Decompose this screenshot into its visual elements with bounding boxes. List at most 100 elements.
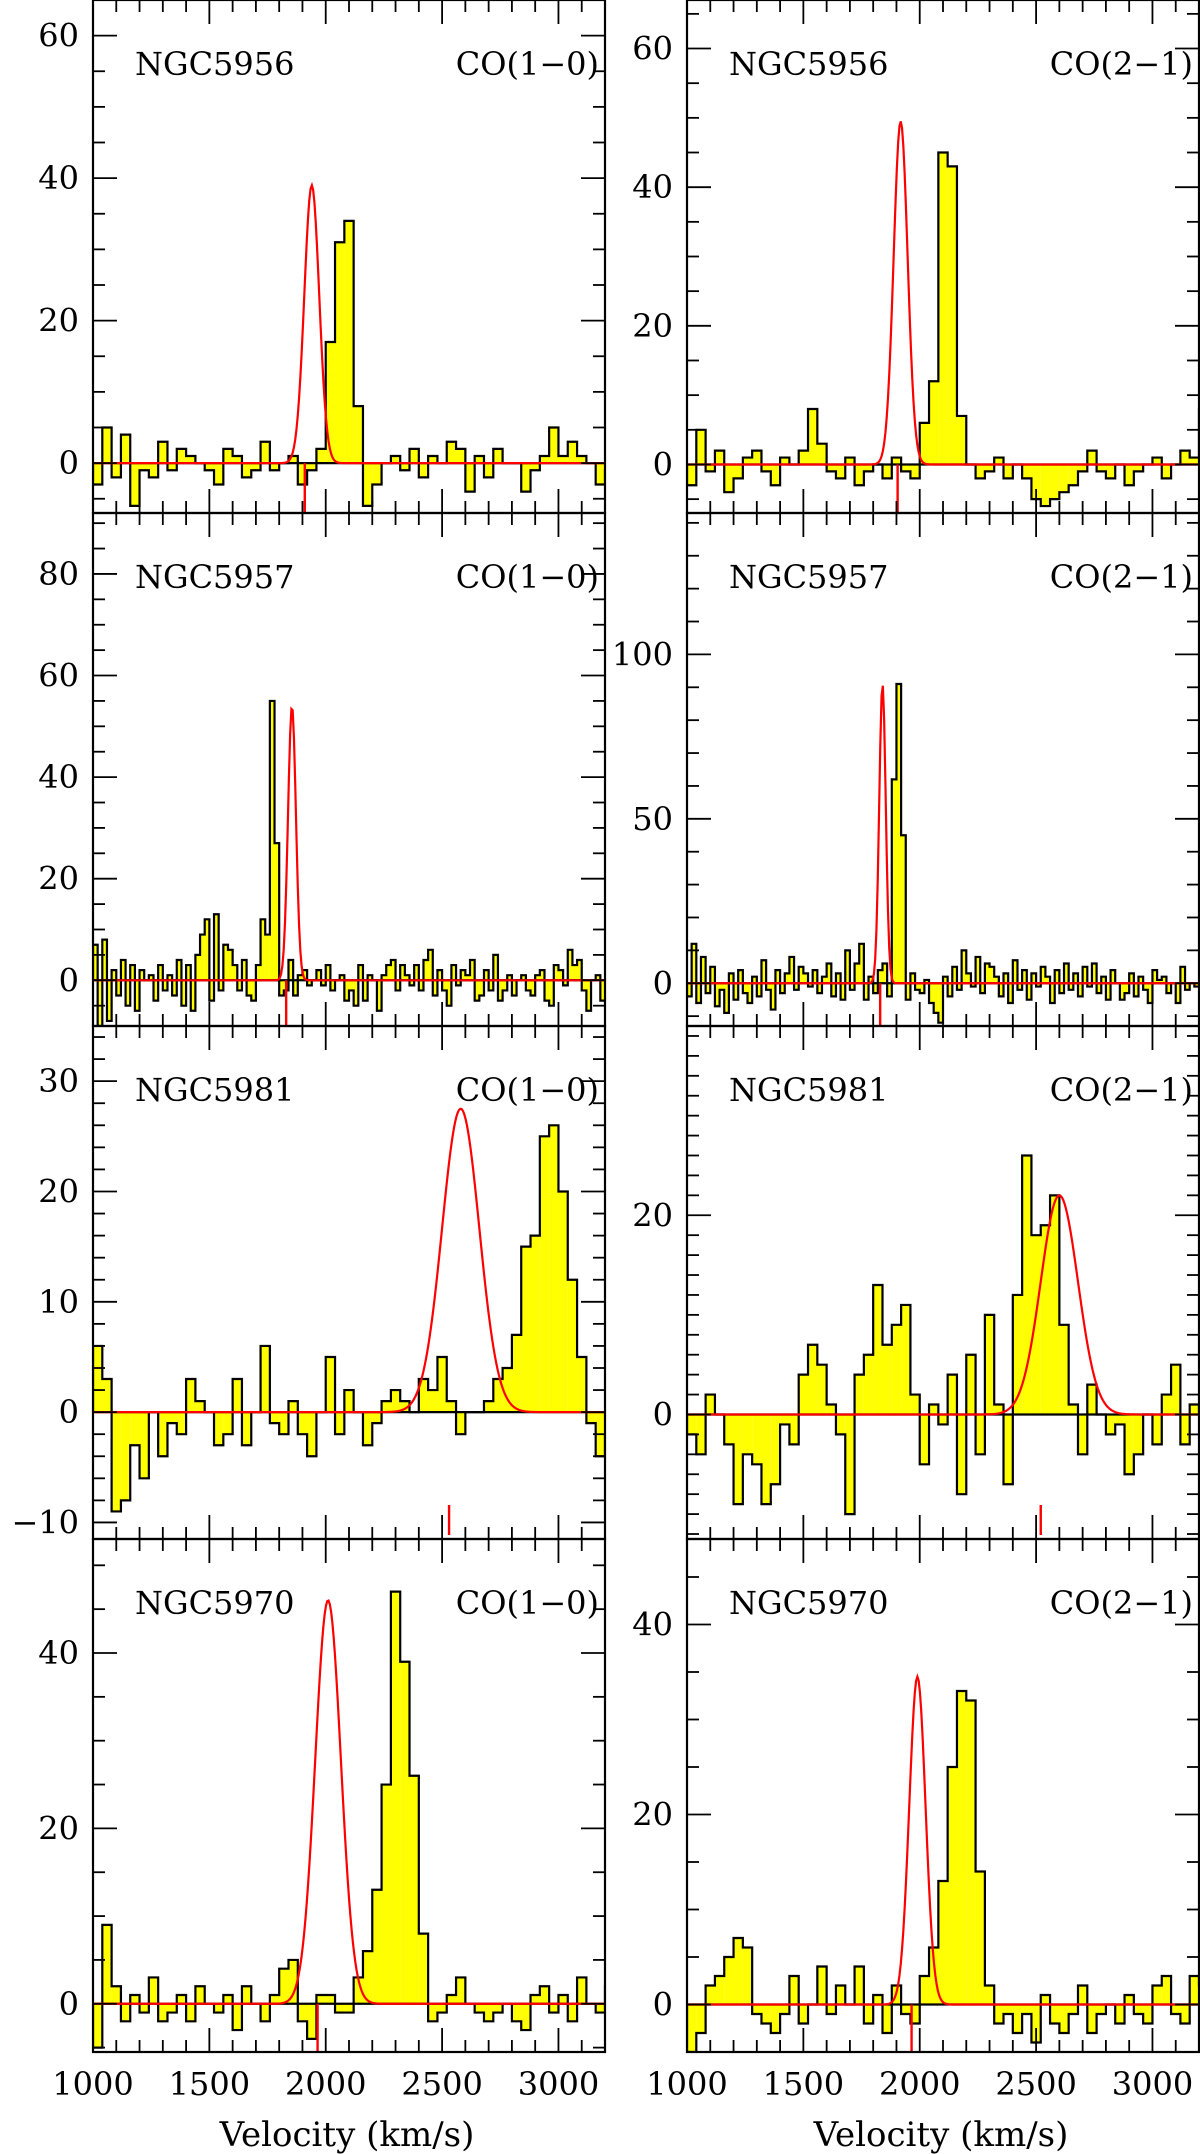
spectrum-bin (1050, 983, 1055, 1003)
spectrum-bin (558, 1995, 568, 2004)
spectrum-bin (521, 463, 531, 492)
spectrum-bin (1087, 983, 1092, 987)
spectrum-bin (910, 1394, 920, 1415)
spectrum-bin (1012, 1294, 1023, 1415)
line-label: CO(1−0) (456, 1584, 599, 1622)
spectrum-bin (770, 1414, 781, 1485)
spectrum-bin (1031, 464, 1041, 500)
spectrum-bin (1105, 464, 1116, 479)
gaussian-fit (93, 706, 605, 982)
x-axis-label-right: Velocity (km/s) (813, 2115, 1069, 2154)
spectrum-bin (1157, 979, 1162, 984)
spectrum-bin (1161, 976, 1167, 984)
spectrum-bin (595, 975, 601, 981)
line-label: CO(1−0) (456, 558, 599, 596)
spectrum-bin (696, 2004, 706, 2033)
spectrum-bin (733, 1938, 743, 2005)
panel-ngc5981-co21: 0 20 NGC5981 CO(2−1) (632, 1024, 1200, 1541)
galaxy-label: NGC5957 (729, 558, 888, 596)
y-tick-label: 0 (59, 444, 79, 482)
spectrum-bin (418, 463, 429, 478)
spectrum-bin (437, 970, 443, 981)
spectrum-bin (265, 934, 270, 981)
panel-ngc5970-co10: 0 20 40 NGC5970 CO(1−0) 1000 1500 2000 2500 3000 (38, 1537, 607, 2103)
spectrum-bin (1124, 983, 1130, 994)
panel-ngc5981-co10: −10 0 10 20 30 NGC5981 CO(1−0) (11, 1024, 744, 1541)
y-tick-label: 40 (38, 159, 79, 197)
x-tick-label: 1000 (52, 2065, 133, 2103)
spectrum-bin (530, 463, 540, 471)
spectrum-bin (181, 980, 187, 1006)
spectrum-bin (780, 457, 790, 465)
spectrum-bin (1003, 464, 1013, 479)
gaussian-fit (687, 1673, 1199, 2006)
spectrum-bin (456, 980, 461, 986)
spectrum-bin (362, 1412, 373, 1446)
spectra-panels: 0 20 40 60 NGC5956 CO(1−0) 0 20 40 60 NGC5956 CO(2−… (11, 0, 1200, 2103)
spectrum-bin (735, 1401, 744, 1412)
panel-plot-area (93, 1107, 744, 1535)
spectrum-bin (153, 980, 159, 1001)
spectrum-bin (567, 949, 573, 981)
spectrum-bin (409, 448, 419, 464)
spectrum-bin (924, 979, 930, 984)
spectrum-bin (93, 944, 98, 981)
spectrum-bin (761, 960, 767, 984)
spectrum-bin (1045, 976, 1051, 984)
spectrum-bin (558, 456, 568, 464)
spectrum-bin (530, 1235, 540, 1413)
spectrum-bin (742, 457, 753, 465)
spectrum-bin (511, 980, 517, 996)
spectrum-bin (297, 2003, 308, 2022)
spectrum-bin (994, 976, 999, 984)
spectrum-bin (714, 1976, 725, 2005)
spectrum-bin (539, 456, 550, 464)
spectrum-bin (975, 956, 981, 984)
galaxy-label: NGC5981 (729, 1071, 888, 1109)
spectrum-bin (539, 1986, 550, 2004)
spectrum-bin (1031, 2004, 1041, 2043)
spectrum-bin (956, 983, 962, 990)
spectrum-bin (483, 970, 489, 981)
spectrum-bin (873, 1284, 883, 1415)
spectrum-bin (887, 983, 892, 997)
spectrum-bin (200, 934, 205, 981)
spectrum-bin (186, 456, 196, 464)
spectrum-bin (1124, 464, 1134, 486)
spectrum-bin (817, 983, 822, 994)
spectrum-bin (483, 1401, 494, 1413)
spectrum-bin (330, 980, 336, 991)
spectrum-bin (400, 1401, 410, 1413)
spectrum-bin (451, 965, 457, 981)
spectrum-bin (733, 983, 739, 1000)
spectrum-bin (803, 973, 809, 984)
spectrum-bin (821, 976, 827, 984)
spectrum-bin (1115, 2004, 1125, 2024)
spectrum-bin (863, 983, 869, 1000)
spectrum-bin (724, 464, 734, 493)
spectrum-bin (307, 1412, 317, 1457)
x-tick-label: 1500 (763, 2065, 844, 2103)
spectrum-bin (204, 463, 215, 471)
spectrum-bin (269, 1995, 280, 2004)
spectrum-bin (752, 450, 762, 465)
spectrum-bin (766, 983, 771, 990)
panel-ngc5970-co21: 0 20 40 NGC5970 CO(2−1) 1000 1500 2000 2500 3000 (632, 1537, 1200, 2103)
spectrum-bin (808, 1344, 818, 1415)
spectrum-bin (929, 1404, 939, 1415)
spectrum-bin (947, 983, 953, 997)
spectrum-bin (400, 463, 410, 471)
spectrum-bin (404, 975, 410, 981)
spectrum-bin (1152, 970, 1158, 984)
spectrum-bin (956, 1414, 967, 1495)
spectrum-bin (321, 980, 326, 986)
spectrum-bin (1133, 1414, 1144, 1455)
spectrum-bin (437, 2003, 447, 2013)
spectrum-bin (195, 1401, 205, 1413)
spectrum-bin (335, 2003, 345, 2013)
spectrum-bin (563, 980, 568, 986)
spectrum-bin (335, 242, 345, 464)
spectrum-bin (966, 1354, 976, 1415)
panel-plot-area (93, 1590, 605, 2052)
spectrum-bin (910, 464, 920, 479)
